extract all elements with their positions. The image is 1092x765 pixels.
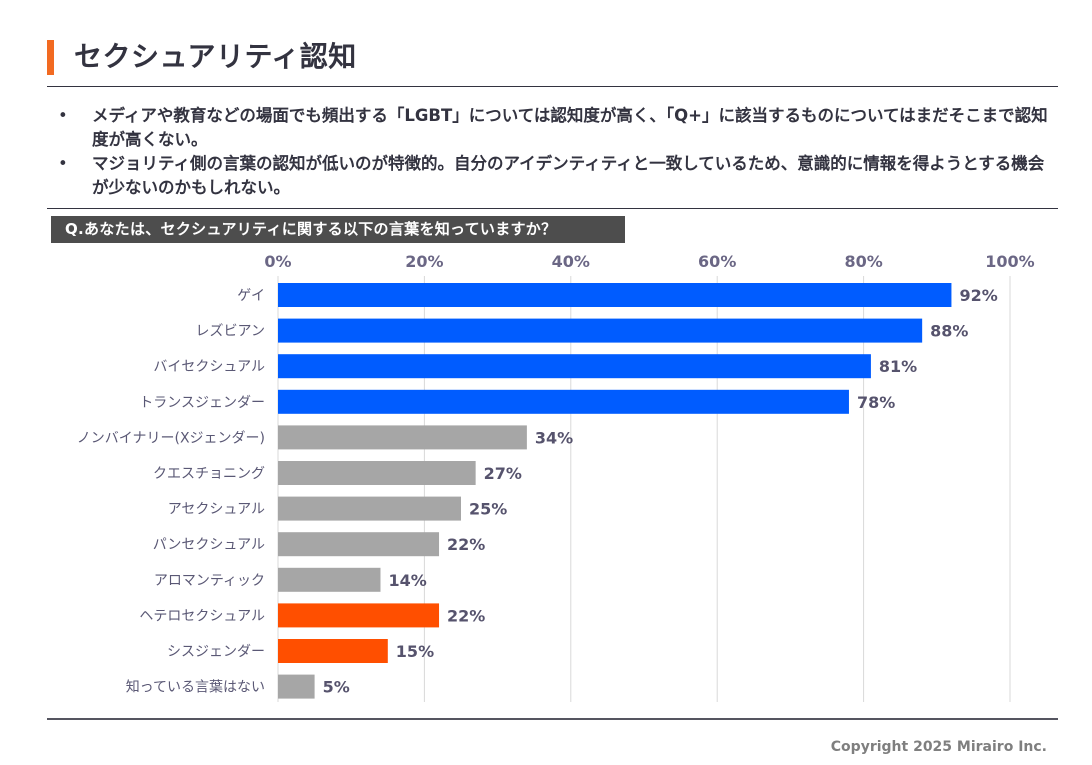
bar [278, 283, 952, 307]
header-divider [47, 86, 1058, 87]
bar [278, 425, 527, 450]
bars [278, 283, 952, 699]
category-label: レズビアン [196, 324, 265, 340]
bar [278, 389, 849, 414]
category-label: ノンバイナリー(Xジェンダー) [77, 430, 265, 446]
title-accent-bar [47, 40, 54, 75]
x-tick-label: 60% [698, 252, 736, 271]
summary-bullets: メディアや教育などの場面でも頻出する「LGBT」については認知度が高く、「Q+」… [58, 104, 1048, 200]
data-label: 81% [879, 357, 917, 376]
category-label: アロマンティック [154, 573, 265, 589]
x-tick-label: 40% [552, 252, 590, 271]
copyright-text: Copyright 2025 Mirairo Inc. [830, 739, 1047, 755]
x-tick-label: 20% [405, 252, 443, 271]
data-label: 25% [469, 500, 507, 519]
data-label: 88% [930, 322, 968, 341]
bar [278, 532, 440, 557]
category-label: トランスジェンダー [139, 395, 265, 411]
bar [278, 461, 476, 485]
data-label: 22% [447, 535, 485, 554]
data-label: 22% [447, 606, 485, 625]
category-label: アセクシュアル [168, 502, 265, 518]
x-tick-label: 100% [985, 252, 1034, 271]
bar [278, 567, 381, 592]
data-label: 92% [959, 286, 997, 305]
bar [278, 318, 923, 343]
x-tick-label: 0% [264, 252, 291, 271]
data-labels: 92% 88% 81% 78% 34% 27% 25% 22% 14% 22% 15% 5% [323, 286, 998, 697]
summary-bullet: メディアや教育などの場面でも頻出する「LGBT」については認知度が高く、「Q+」… [58, 104, 1048, 152]
category-label: シスジェンダー [167, 644, 265, 660]
data-label: 27% [484, 464, 522, 483]
category-label: パンセクシュアル [153, 537, 265, 553]
x-axis-ticks: 0% 20% 40% 60% 80% 100% [264, 252, 1034, 271]
summary-divider [47, 208, 1058, 209]
bar [278, 354, 871, 379]
gridlines [277, 276, 1011, 702]
bar [278, 603, 440, 628]
bar [278, 496, 461, 521]
bar [278, 639, 388, 663]
footer-divider [47, 718, 1058, 720]
x-tick-label: 80% [844, 252, 882, 271]
bar [278, 674, 315, 699]
data-label: 78% [857, 393, 895, 412]
data-label: 15% [396, 642, 434, 661]
category-label: ヘテロセクシュアル [139, 608, 265, 624]
category-label: バイセクシュアル [153, 359, 265, 375]
data-label: 5% [323, 678, 350, 697]
summary-bullet: マジョリティ側の言葉の認知が低いのが特徴的。自分のアイデンティティと一致している… [58, 152, 1048, 200]
category-label: クエスチョニング [153, 466, 265, 482]
data-label: 14% [388, 571, 426, 590]
data-label: 34% [535, 428, 573, 447]
question-banner: Q.あなたは、セクシュアリティに関する以下の言葉を知っていますか？ [51, 216, 625, 243]
page-title: セクシュアリティ認知 [74, 40, 357, 73]
category-label: 知っている言葉はない [126, 679, 265, 696]
category-label: ゲイ [237, 288, 265, 304]
